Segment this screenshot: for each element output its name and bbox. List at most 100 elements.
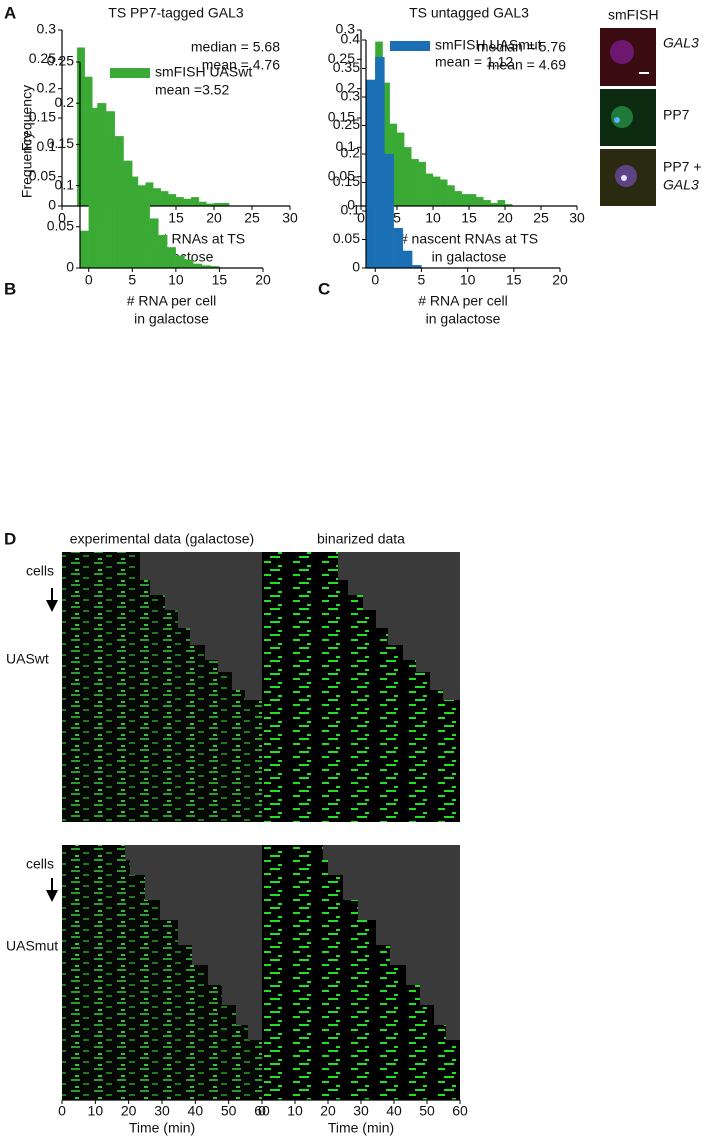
bar xyxy=(184,259,194,269)
bar xyxy=(447,185,455,207)
y-tick-label: 0 xyxy=(352,259,360,275)
bar xyxy=(198,201,207,207)
y-tick-label: 0.25 xyxy=(29,50,56,66)
legend-label: smFISH UASwt xyxy=(155,64,252,80)
x-axis-label: # RNA per cell xyxy=(127,293,216,309)
x-tick-label: 40 xyxy=(386,1103,402,1119)
bar xyxy=(411,158,419,207)
x-tick-label: 15 xyxy=(506,272,522,288)
annotation: median = 5.68 xyxy=(191,39,280,55)
x-tick-label: 10 xyxy=(460,272,476,288)
bar xyxy=(175,255,185,269)
row-arrow-label: cells xyxy=(26,856,54,872)
bar xyxy=(440,179,448,207)
column-title: experimental data (galactose) xyxy=(70,531,254,547)
x-tick-label: 30 xyxy=(569,210,585,226)
x-tick-label: 5 xyxy=(393,210,401,226)
y-axis-label: Frequency xyxy=(19,132,35,198)
bar xyxy=(193,263,203,269)
y-tick-label: 0.2 xyxy=(341,145,361,161)
y-tick-label: 0.1 xyxy=(341,202,361,218)
x-tick-label: 60 xyxy=(254,1103,270,1119)
x-axis-label: in galactose xyxy=(134,311,209,327)
y-tick-label: 0 xyxy=(66,259,74,275)
legend-swatch xyxy=(390,41,430,51)
row-arrow-label: cells xyxy=(26,563,54,579)
chart-title: TS untagged GAL3 xyxy=(409,5,529,21)
chart-title: TS PP7-tagged GAL3 xyxy=(108,5,244,21)
x-axis-label: in galactose xyxy=(426,311,501,327)
y-axis-label: Frequency xyxy=(19,85,35,151)
smfish-label: PP7 xyxy=(663,107,690,123)
bar xyxy=(461,194,470,207)
scale-bar xyxy=(639,72,649,74)
y-tick-label: 0 xyxy=(347,197,355,213)
x-tick-label: 20 xyxy=(320,1103,336,1119)
y-tick-label: 0.4 xyxy=(341,31,361,47)
row-label: UASmut xyxy=(6,938,58,954)
annotation: mean =3.52 xyxy=(155,82,230,98)
x-axis-label: Time (min) xyxy=(328,1120,394,1136)
x-tick-label: 0 xyxy=(58,210,66,226)
x-tick-label: 10 xyxy=(425,210,441,226)
no-data-region xyxy=(140,552,262,700)
bar xyxy=(384,153,394,269)
legend-swatch xyxy=(110,68,150,78)
x-tick-label: 0 xyxy=(371,272,379,288)
bar xyxy=(123,160,133,269)
bar xyxy=(393,227,404,269)
y-tick-label: 0.05 xyxy=(47,218,74,234)
y-tick-label: 0.25 xyxy=(328,50,355,66)
x-tick-label: 5 xyxy=(128,272,136,288)
x-tick-label: 30 xyxy=(353,1103,369,1119)
y-tick-label: 0.25 xyxy=(47,53,74,69)
x-axis-label: Time (min) xyxy=(129,1120,195,1136)
bar xyxy=(105,111,116,269)
bar xyxy=(132,185,142,269)
smfish-title: smFISH xyxy=(608,7,659,23)
annotation: mean = 4.69 xyxy=(488,57,566,73)
x-tick-label: 20 xyxy=(552,272,568,288)
x-tick-label: 60 xyxy=(452,1103,468,1119)
x-tick-label: 20 xyxy=(121,1103,137,1119)
smfish-label: PP7 + xyxy=(663,159,702,175)
y-tick-label: 0.1 xyxy=(55,176,75,192)
x-tick-label: 0 xyxy=(357,210,365,226)
x-tick-label: 10 xyxy=(287,1103,303,1119)
nucleus xyxy=(610,40,634,64)
y-tick-label: 0.3 xyxy=(37,21,57,37)
y-tick-label: 0.05 xyxy=(328,167,355,183)
x-tick-label: 50 xyxy=(419,1103,435,1119)
bar xyxy=(375,56,385,269)
smfish-label: GAL3 xyxy=(663,177,699,193)
x-axis-label: in galactose xyxy=(432,249,507,265)
y-tick-label: 0.1 xyxy=(37,138,57,154)
x-tick-label: 0 xyxy=(258,1103,266,1119)
bar xyxy=(191,197,199,207)
row-label: UASwt xyxy=(6,651,49,667)
bar xyxy=(77,47,85,207)
x-tick-label: 40 xyxy=(188,1103,204,1119)
x-tick-label: 10 xyxy=(168,272,184,288)
x-tick-label: 15 xyxy=(168,210,184,226)
bar xyxy=(175,197,184,207)
x-tick-label: 20 xyxy=(206,210,222,226)
x-tick-label: 0 xyxy=(85,272,93,288)
x-tick-label: 20 xyxy=(497,210,513,226)
column-title: binarized data xyxy=(317,531,405,547)
no-data-region xyxy=(125,845,262,1040)
y-tick-label: 0.2 xyxy=(336,79,356,95)
x-tick-label: 0 xyxy=(58,1103,66,1119)
y-tick-label: 0.35 xyxy=(333,59,360,75)
panel-label: A xyxy=(4,3,16,22)
bar xyxy=(454,191,462,207)
bar xyxy=(396,132,405,207)
y-tick-label: 0.05 xyxy=(29,167,56,183)
y-tick-label: 0.1 xyxy=(336,138,356,154)
x-tick-label: 15 xyxy=(461,210,477,226)
x-tick-label: 5 xyxy=(418,272,426,288)
spot xyxy=(621,175,627,181)
y-tick-label: 0.25 xyxy=(333,116,360,132)
